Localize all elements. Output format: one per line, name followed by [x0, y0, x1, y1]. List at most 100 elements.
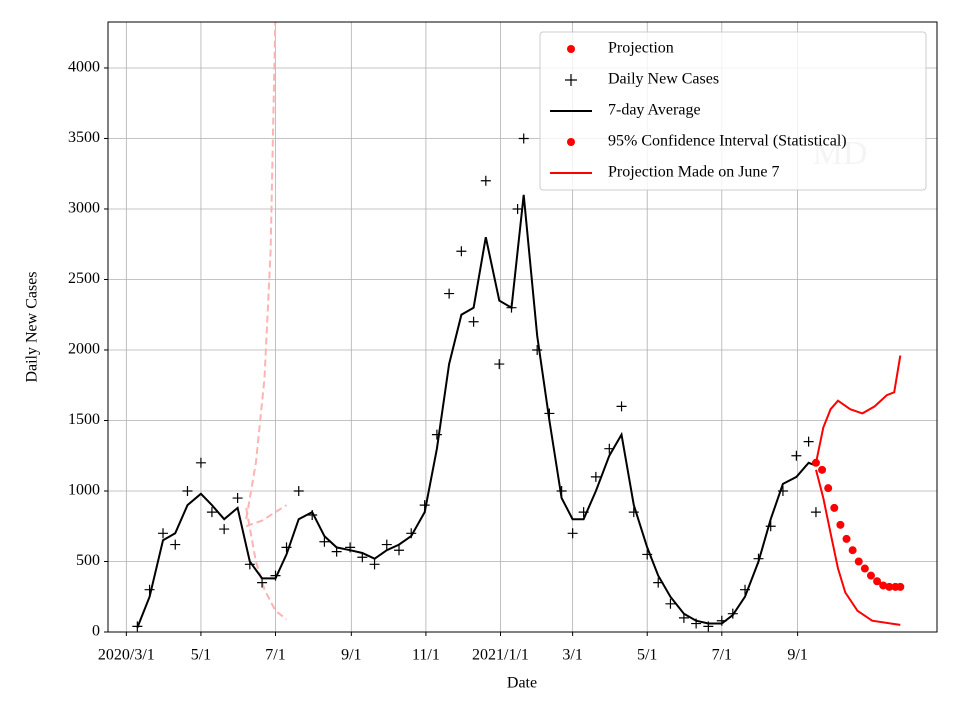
- case-marker: [257, 577, 268, 588]
- case-marker: [206, 507, 217, 518]
- case-marker: [381, 539, 392, 550]
- legend-marker: [567, 45, 575, 53]
- case-marker: [244, 559, 255, 570]
- case-marker: [678, 612, 689, 623]
- x-tick-label: 3/1: [562, 647, 582, 664]
- y-tick-label: 1000: [68, 482, 100, 499]
- case-marker: [567, 528, 578, 539]
- early-projection-lower: [245, 507, 288, 621]
- case-marker: [132, 621, 143, 632]
- x-tick-label: 5/1: [637, 647, 657, 664]
- projection-dot: [848, 546, 857, 555]
- x-tick-label: 7/1: [712, 647, 732, 664]
- case-marker: [331, 546, 342, 557]
- case-marker: [810, 507, 821, 518]
- early-projection-upper: [245, 22, 277, 520]
- case-marker: [604, 443, 615, 454]
- y-tick-label: 1500: [68, 411, 100, 428]
- case-marker: [506, 302, 517, 313]
- y-axis-label: Daily New Cases: [24, 271, 41, 382]
- case-marker: [468, 316, 479, 327]
- projection-dot: [842, 534, 851, 543]
- case-marker: [480, 175, 491, 186]
- case-marker: [219, 524, 230, 535]
- case-marker: [777, 485, 788, 496]
- plot-area: [132, 22, 905, 632]
- case-marker: [532, 344, 543, 355]
- case-marker: [578, 507, 589, 518]
- case-marker: [803, 436, 814, 447]
- case-marker: [753, 553, 764, 564]
- legend-label: Daily New Cases: [608, 71, 719, 88]
- x-tick-label: 5/1: [191, 647, 211, 664]
- case-marker: [232, 493, 243, 504]
- y-tick-label: 3500: [68, 129, 100, 146]
- case-marker: [158, 528, 169, 539]
- case-marker: [357, 552, 368, 563]
- x-tick-label: 11/1: [412, 647, 440, 664]
- projection-dot: [866, 571, 875, 580]
- case-marker: [512, 203, 523, 214]
- projection-dot: [879, 581, 888, 590]
- case-marker: [653, 577, 664, 588]
- y-tick-label: 2500: [68, 270, 100, 287]
- case-marker: [182, 485, 193, 496]
- case-marker: [293, 485, 304, 496]
- case-marker: [691, 618, 702, 629]
- projection-dot: [824, 484, 833, 493]
- legend: Projection Daily New Cases 7-day Average 95…: [539, 31, 927, 191]
- legend-box: [539, 31, 927, 191]
- y-tick-label: 4000: [68, 59, 100, 76]
- y-tick-label: 0: [92, 623, 100, 640]
- x-tick-label: 9/1: [787, 647, 807, 664]
- legend-label: 95% Confidence Interval (Statistical): [608, 133, 847, 150]
- case-marker: [791, 450, 802, 461]
- case-marker: [444, 288, 455, 299]
- case-marker: [590, 471, 601, 482]
- case-marker: [307, 509, 318, 520]
- legend-label: 7-day Average: [608, 102, 701, 119]
- case-marker: [727, 608, 738, 619]
- case-marker: [740, 584, 751, 595]
- case-marker: [270, 570, 281, 581]
- x-axis-label: Date: [507, 675, 537, 692]
- case-marker: [369, 559, 380, 570]
- legend-label: Projection Made on June 7: [608, 164, 780, 181]
- case-marker: [431, 429, 442, 440]
- x-tick-label: 2020/3/1: [98, 647, 155, 664]
- legend-marker: [565, 74, 577, 86]
- projection-dot: [885, 582, 894, 591]
- case-marker: [518, 133, 529, 144]
- case-marker: [665, 598, 676, 609]
- case-marker: [281, 542, 292, 553]
- x-tick-label: 7/1: [265, 647, 285, 664]
- case-marker: [195, 457, 206, 468]
- case-marker: [628, 507, 639, 518]
- case-marker: [406, 528, 417, 539]
- projection-dot: [830, 503, 839, 512]
- y-tick-label: 2000: [68, 341, 100, 358]
- case-marker: [716, 615, 727, 626]
- y-tick-label: 500: [76, 552, 100, 569]
- case-marker: [456, 246, 467, 257]
- case-marker: [419, 500, 430, 511]
- case-marker: [345, 542, 356, 553]
- case-marker: [642, 549, 653, 560]
- case-marker: [144, 584, 155, 595]
- case-marker: [556, 485, 567, 496]
- ci-upper-line: [815, 355, 902, 464]
- projection-dot: [811, 458, 820, 467]
- case-marker: [494, 359, 505, 370]
- early-projection-line: [245, 504, 288, 528]
- case-marker: [394, 545, 405, 556]
- legend-label: Projection: [608, 40, 674, 57]
- ci-lower-line: [815, 469, 901, 626]
- projection-dot: [860, 564, 869, 573]
- case-marker: [170, 539, 181, 550]
- projection-dot: [818, 465, 827, 474]
- case-marker: [765, 521, 776, 532]
- plot-frame: [107, 21, 938, 633]
- projection-dot: [873, 577, 882, 586]
- case-marker: [703, 621, 714, 632]
